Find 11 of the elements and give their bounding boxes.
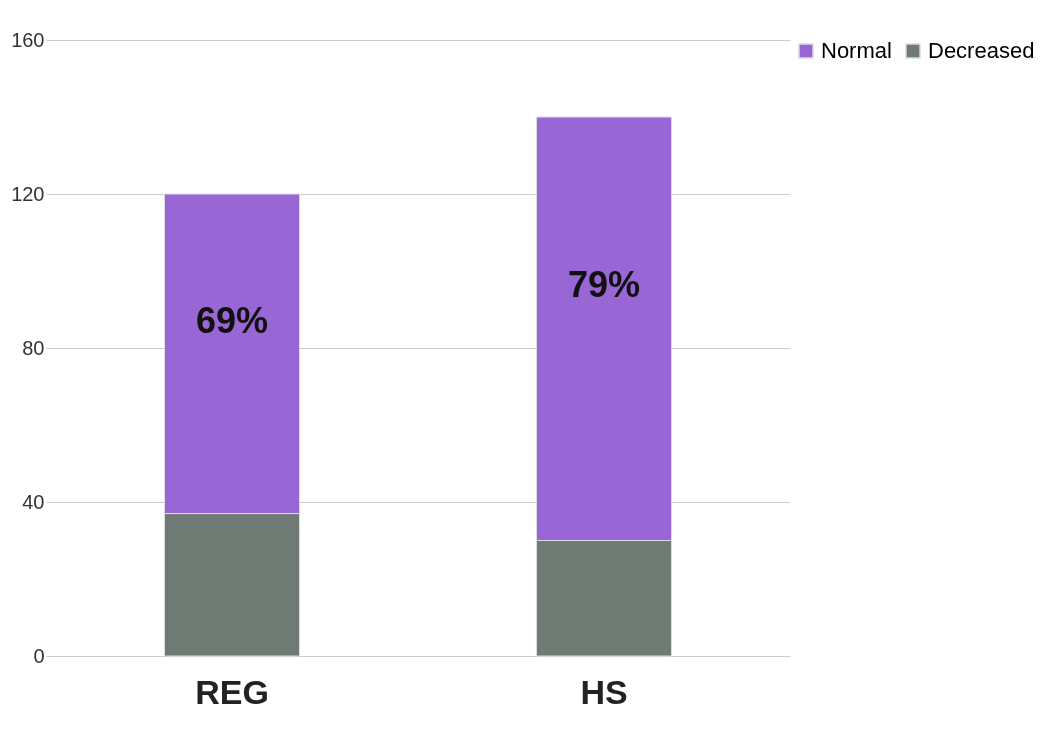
- x-tick-label: HS: [580, 672, 628, 711]
- y-tick-label: 0: [33, 644, 45, 667]
- annotation: 69%: [195, 299, 269, 341]
- legend-label: Normal: [821, 38, 892, 63]
- y-tick-label: 80: [22, 336, 45, 359]
- x-tick-label: REG: [195, 672, 269, 711]
- legend-label: Decreased: [928, 38, 1035, 63]
- annotation: 79%: [567, 264, 641, 306]
- y-tick-label: 160: [11, 28, 45, 51]
- y-tick-label: 40: [22, 490, 45, 513]
- y-tick-label: 120: [11, 182, 45, 205]
